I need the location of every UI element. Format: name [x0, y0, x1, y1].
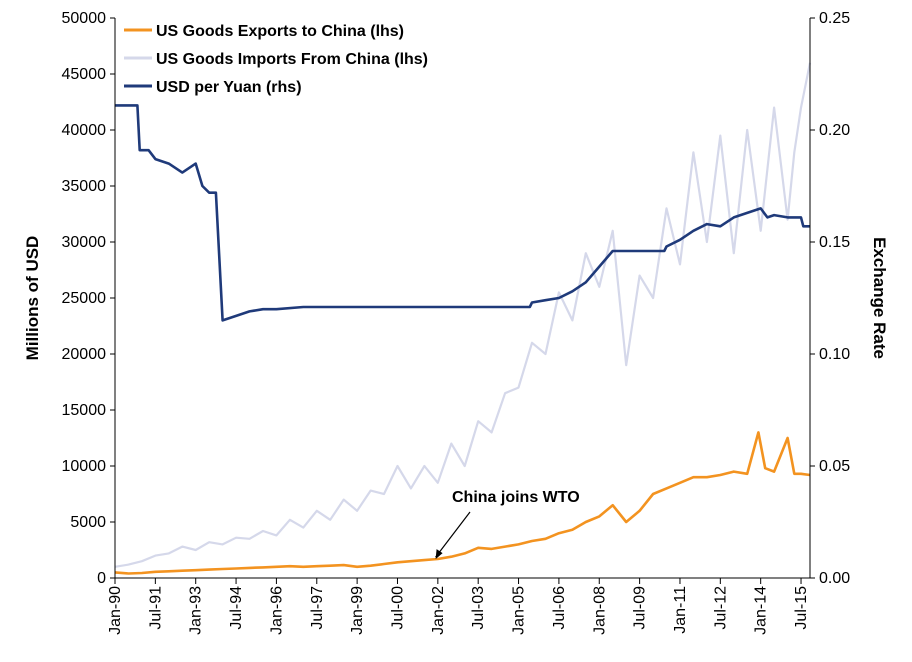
x-tick-label: Jan-99 [349, 586, 366, 635]
series-line-exports [114, 431, 811, 575]
left-tick-label: 20000 [62, 346, 107, 363]
x-tick-label: Jan-14 [753, 586, 770, 635]
wto-annotation: China joins WTO [435, 489, 580, 560]
ticks-layer: 0 5000 10000 15000 20000 25000 30000 35000 40000… [62, 10, 851, 635]
x-tick-label: Jan-90 [107, 586, 124, 635]
x-tick-label: Jul-09 [632, 586, 649, 630]
right-tick-label: 0.15 [819, 234, 850, 251]
right-tick-label: 0.05 [819, 458, 850, 475]
right-tick-label: 0.10 [819, 346, 850, 363]
x-tick-label: Jul-97 [309, 586, 326, 630]
left-tick-label: 30000 [62, 234, 107, 251]
wto-annotation-label: China joins WTO [452, 489, 580, 506]
x-tick-label: Jan-02 [430, 586, 447, 635]
x-tick-label: Jul-15 [793, 586, 810, 630]
left-tick-label: 35000 [62, 178, 107, 195]
series-layer [114, 62, 812, 575]
left-tick-label: 5000 [70, 514, 106, 531]
x-tick-label: Jan-08 [591, 586, 608, 635]
right-axis-title: Exchange Rate [870, 237, 889, 359]
left-tick-label: 15000 [62, 402, 107, 419]
left-tick-label: 25000 [62, 290, 107, 307]
legend-label-imports: US Goods Imports From China (lhs) [156, 51, 428, 68]
x-tick-label: Jan-96 [268, 586, 285, 635]
left-tick-label: 50000 [62, 10, 107, 27]
x-tick-label: Jul-91 [147, 586, 164, 630]
x-tick-label: Jul-94 [228, 586, 245, 630]
right-tick-label: 0.20 [819, 122, 850, 139]
x-tick-label: Jul-12 [712, 586, 729, 630]
x-tick-label: Jul-00 [389, 586, 406, 630]
series-line-usd-per-yuan [115, 104, 810, 322]
x-tick-label: Jul-06 [551, 586, 568, 630]
x-tick-label: Jan-11 [672, 586, 689, 634]
x-tick-label: Jan-93 [188, 586, 205, 635]
right-tick-label: 0.00 [819, 570, 850, 587]
wto-annotation-arrow-line [435, 511, 471, 558]
legend-label-usd-yuan: USD per Yuan (rhs) [156, 79, 302, 96]
right-tick-label: 0.25 [819, 10, 850, 27]
wto-annotation-arrowhead [435, 549, 443, 560]
left-tick-label: 10000 [62, 458, 107, 475]
left-tick-label: 45000 [62, 66, 107, 83]
x-tick-label: Jan-05 [511, 586, 528, 635]
legend-label-exports: US Goods Exports to China (lhs) [156, 23, 404, 40]
left-tick-label: 0 [97, 570, 106, 587]
left-tick-label: 40000 [62, 122, 107, 139]
legend: US Goods Exports to China (lhs) US Goods… [124, 23, 428, 96]
x-tick-label: Jul-03 [470, 586, 487, 630]
left-axis-title: Millions of USD [23, 236, 42, 361]
